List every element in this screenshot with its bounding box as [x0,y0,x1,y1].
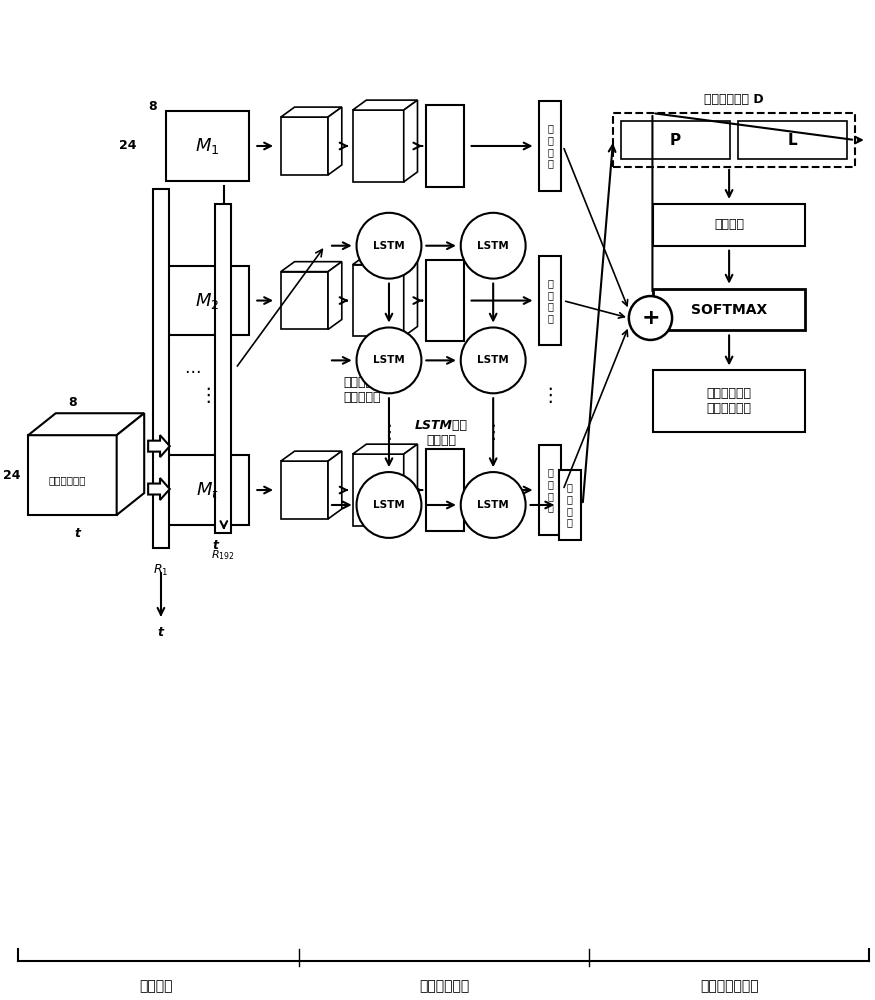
Text: LSTM: LSTM [373,355,405,365]
Circle shape [356,327,422,393]
Polygon shape [281,117,328,175]
FancyBboxPatch shape [653,370,805,432]
Text: $M_1$: $M_1$ [195,136,220,156]
Text: …: … [184,359,200,377]
Text: LSTM: LSTM [477,500,509,510]
Polygon shape [28,435,116,515]
Text: $M_t$: $M_t$ [196,480,219,500]
FancyBboxPatch shape [653,204,805,246]
Text: 时空特征向量 D: 时空特征向量 D [704,93,764,106]
FancyBboxPatch shape [621,121,730,159]
Polygon shape [281,272,328,329]
Polygon shape [328,262,342,329]
Text: LSTM: LSTM [477,355,509,365]
Text: LSTM循环
神经网络: LSTM循环 神经网络 [415,419,467,447]
Polygon shape [353,444,417,454]
FancyBboxPatch shape [426,449,464,531]
Polygon shape [281,262,342,272]
Circle shape [461,213,526,279]
FancyBboxPatch shape [738,121,847,159]
Polygon shape [116,413,144,515]
FancyBboxPatch shape [539,445,561,535]
FancyBboxPatch shape [539,101,561,191]
Text: 全
连
接
层: 全 连 接 层 [547,278,553,323]
Text: 全
连
接
层: 全 连 接 层 [547,468,553,512]
Text: 全
连
接
层: 全 连 接 层 [547,124,553,168]
Text: 全
连
接
层: 全 连 接 层 [567,483,573,527]
Text: LSTM: LSTM [373,500,405,510]
FancyBboxPatch shape [215,204,231,533]
Text: LSTM: LSTM [477,241,509,251]
Polygon shape [353,100,417,110]
FancyBboxPatch shape [539,256,561,345]
Polygon shape [403,255,417,336]
Text: $R_{192}$: $R_{192}$ [211,548,235,562]
Polygon shape [403,100,417,182]
Text: 24: 24 [3,469,20,482]
Polygon shape [28,413,144,435]
Polygon shape [403,444,417,526]
Text: +: + [641,308,660,328]
Text: t: t [158,626,164,639]
Text: 8: 8 [148,100,157,113]
Text: P: P [670,133,681,148]
Text: SOFTMAX: SOFTMAX [691,303,767,317]
Polygon shape [281,451,342,461]
FancyBboxPatch shape [166,111,249,181]
Text: 数据重构: 数据重构 [139,980,172,994]
Text: 时空特征提取: 时空特征提取 [419,980,469,994]
Polygon shape [353,265,403,336]
Text: 8: 8 [68,396,77,409]
Text: 并行二维卷
积神经网络: 并行二维卷 积神经网络 [344,376,382,404]
Text: 手部康复训练
动作识别结果: 手部康复训练 动作识别结果 [707,387,752,415]
Polygon shape [353,110,403,182]
FancyBboxPatch shape [426,105,464,187]
Polygon shape [281,107,342,117]
Polygon shape [148,478,170,500]
Text: $M_2$: $M_2$ [195,291,220,311]
Circle shape [356,213,422,279]
Polygon shape [353,454,403,526]
Text: ⋮: ⋮ [483,423,503,442]
Circle shape [461,472,526,538]
Text: L: L [788,133,797,148]
Text: LSTM: LSTM [373,241,405,251]
Text: 全连接层: 全连接层 [714,218,744,231]
Polygon shape [328,451,342,519]
Text: ⋮: ⋮ [541,386,560,405]
Text: 特征融合与识别: 特征融合与识别 [700,980,759,994]
Circle shape [629,296,672,340]
Circle shape [461,327,526,393]
Text: ⋮: ⋮ [198,386,217,405]
Polygon shape [281,461,328,519]
FancyBboxPatch shape [559,470,581,540]
Polygon shape [353,255,417,265]
Polygon shape [148,435,170,457]
Polygon shape [328,107,342,175]
Text: t: t [213,539,219,552]
FancyBboxPatch shape [166,266,249,335]
FancyBboxPatch shape [166,455,249,525]
Circle shape [356,472,422,538]
Text: 24: 24 [119,139,136,152]
FancyBboxPatch shape [426,260,464,341]
Text: 阵列肌电张量: 阵列肌电张量 [49,475,87,485]
Text: $R_1$: $R_1$ [153,563,169,578]
Text: ⋮: ⋮ [379,423,399,442]
FancyBboxPatch shape [653,289,805,330]
FancyBboxPatch shape [153,189,169,548]
Text: t: t [74,527,80,540]
